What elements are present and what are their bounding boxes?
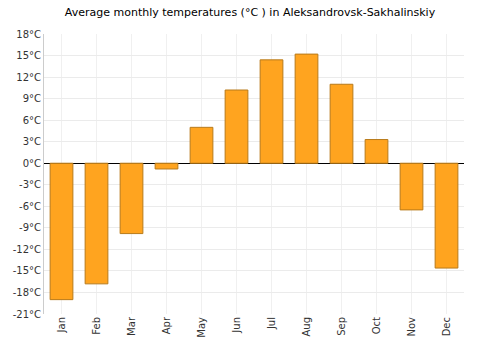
svg-text:-15°C: -15°C	[13, 265, 41, 276]
svg-text:Apr: Apr	[161, 316, 172, 334]
svg-text:-18°C: -18°C	[13, 287, 41, 298]
svg-text:3°C: 3°C	[23, 136, 41, 147]
svg-text:May: May	[196, 317, 207, 338]
svg-text:6°C: 6°C	[23, 115, 41, 126]
svg-text:12°C: 12°C	[16, 72, 41, 83]
svg-text:Dec: Dec	[441, 317, 452, 336]
svg-text:Average monthly temperatures (: Average monthly temperatures (°C ) in Al…	[65, 6, 436, 19]
svg-text:Jun: Jun	[231, 317, 242, 334]
svg-text:Sep: Sep	[336, 317, 347, 336]
svg-text:9°C: 9°C	[23, 93, 41, 104]
svg-text:Jan: Jan	[56, 317, 67, 333]
svg-text:-21°C: -21°C	[13, 309, 41, 320]
svg-text:0°C: 0°C	[23, 158, 41, 169]
svg-text:Mar: Mar	[126, 316, 137, 336]
svg-text:Feb: Feb	[91, 317, 102, 335]
svg-text:-6°C: -6°C	[19, 201, 41, 212]
svg-text:-12°C: -12°C	[13, 244, 41, 255]
svg-text:Aug: Aug	[301, 317, 312, 337]
svg-text:15°C: 15°C	[16, 50, 41, 61]
svg-text:Jul: Jul	[266, 317, 277, 330]
svg-text:18°C: 18°C	[16, 29, 41, 40]
svg-text:-9°C: -9°C	[19, 222, 41, 233]
svg-text:Nov: Nov	[406, 317, 417, 337]
svg-text:Oct: Oct	[371, 317, 382, 334]
svg-text:-3°C: -3°C	[19, 179, 41, 190]
